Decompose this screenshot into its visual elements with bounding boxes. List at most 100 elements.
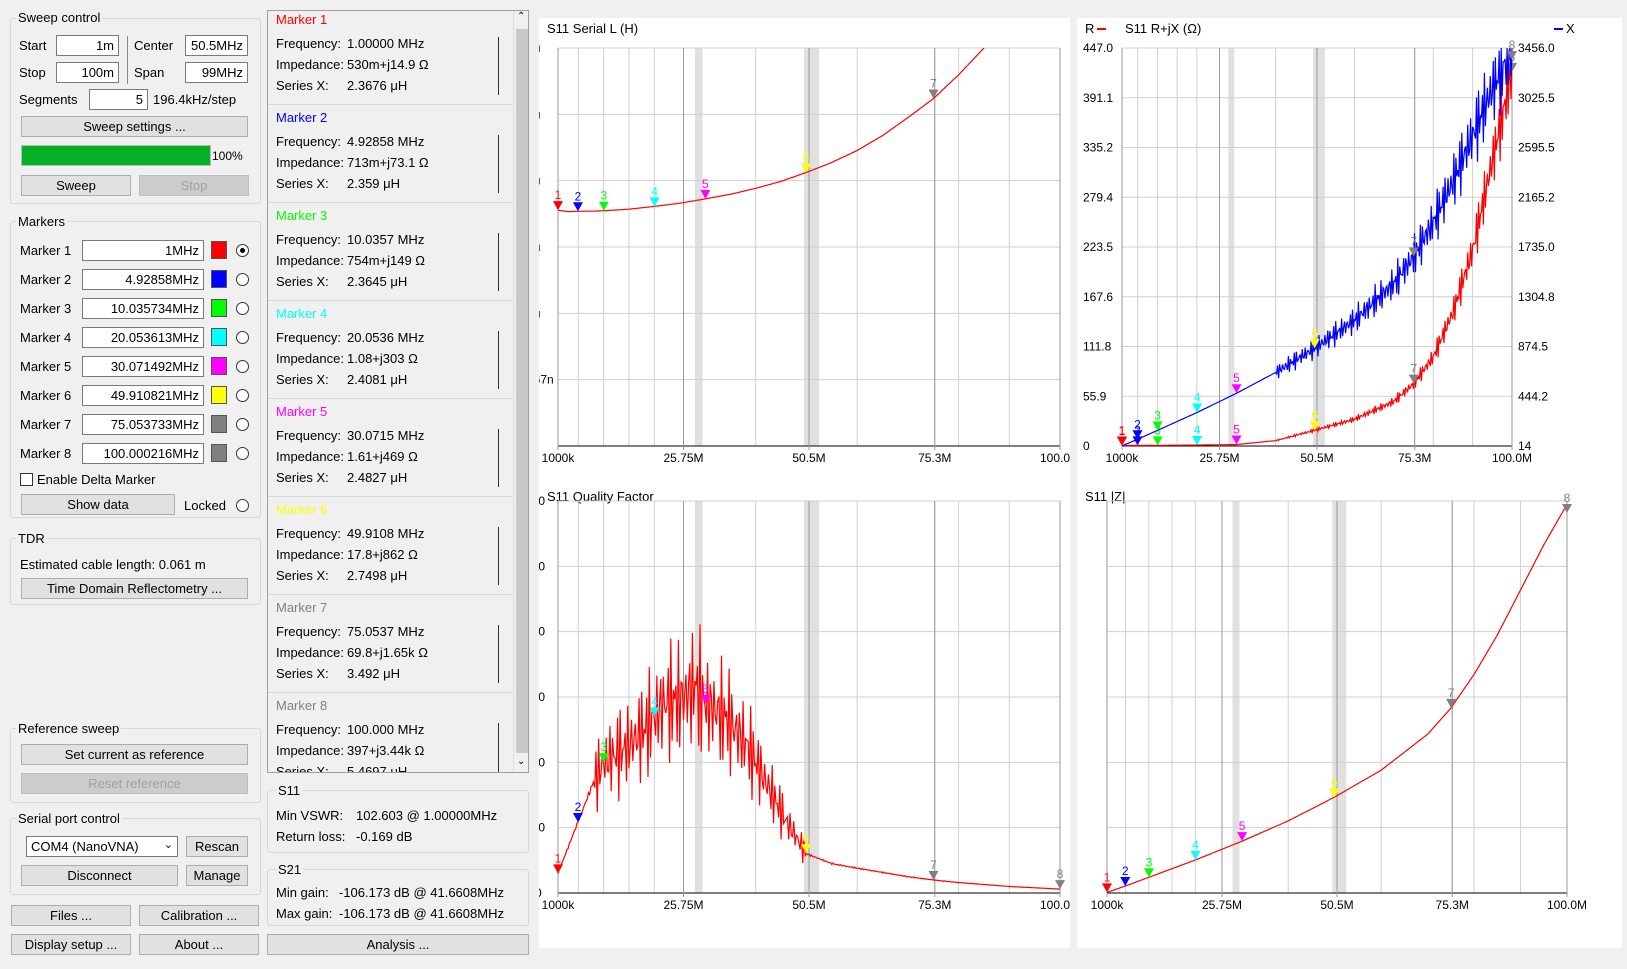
marker-triangle[interactable] xyxy=(598,753,609,763)
disconnect-button[interactable]: Disconnect xyxy=(21,865,178,886)
impedance-label: Impedance: xyxy=(276,645,344,660)
marker-triangle[interactable] xyxy=(1144,868,1155,878)
marker-color-swatch[interactable] xyxy=(211,386,227,404)
sweep-button[interactable]: Sweep xyxy=(21,175,131,196)
about-button[interactable]: About ... xyxy=(139,934,259,955)
stop-button[interactable]: Stop xyxy=(139,175,249,196)
display-setup-button[interactable]: Display setup ... xyxy=(11,934,131,955)
z-magnitude-chart[interactable]: S11 |Z| 34902910233017501170590101000k25… xyxy=(1077,486,1622,948)
serial-l-chart[interactable]: S11 Serial L (H) 4μ3μ3μ2μ1μ667n01000k25.… xyxy=(539,18,1070,486)
delta-marker-checkbox[interactable] xyxy=(20,473,33,486)
marker-select-radio[interactable] xyxy=(236,360,249,373)
marker-triangle[interactable] xyxy=(1120,877,1131,887)
set-reference-button[interactable]: Set current as reference xyxy=(21,744,248,765)
marker-color-swatch[interactable] xyxy=(211,415,227,433)
marker-frequency-input[interactable]: 10.035734MHz xyxy=(82,298,204,319)
marker-number: 7 xyxy=(1410,234,1417,248)
marker-select-radio[interactable] xyxy=(236,418,249,431)
rx-chart[interactable]: S11 R+jX (Ω) R X 447.0 391.1 335.2 279.4 223… xyxy=(1077,18,1622,486)
span-input[interactable]: 99MHz xyxy=(185,62,248,83)
marker-triangle[interactable] xyxy=(801,163,812,173)
manage-button[interactable]: Manage xyxy=(186,865,248,886)
locked-radio[interactable] xyxy=(236,499,249,512)
marker-details-scrollbar[interactable]: ⌃ ⌄ xyxy=(513,11,528,772)
calibration-button[interactable]: Calibration ... xyxy=(139,905,259,926)
marker-triangle[interactable] xyxy=(700,694,711,704)
marker-triangle[interactable] xyxy=(598,201,609,211)
marker-select-radio[interactable] xyxy=(236,244,249,257)
marker-triangle[interactable] xyxy=(801,844,812,854)
marker-select-radio[interactable] xyxy=(236,331,249,344)
marker-color-swatch[interactable] xyxy=(211,357,227,375)
scrollbar-thumb[interactable] xyxy=(516,29,528,753)
marker-frequency-input[interactable]: 100.000216MHz xyxy=(82,443,204,464)
marker-detail-title: Marker 1 xyxy=(276,12,328,27)
marker-triangle[interactable] xyxy=(1055,880,1065,890)
frequency-value: 49.9108 MHz xyxy=(347,526,425,541)
marker-triangle[interactable] xyxy=(1190,850,1201,860)
marker-frequency-input[interactable]: 49.910821MHz xyxy=(82,385,204,406)
marker-triangle[interactable] xyxy=(1446,698,1457,708)
marker-details-panel[interactable]: Marker 1 Frequency: 1.00000 MHz Impedanc… xyxy=(267,10,529,773)
marker-triangle[interactable] xyxy=(1309,421,1320,431)
marker-triangle[interactable] xyxy=(649,707,660,717)
marker-triangle[interactable] xyxy=(1408,247,1419,257)
marker-triangle[interactable] xyxy=(1192,436,1203,446)
marker-color-swatch[interactable] xyxy=(211,241,227,259)
sweep-settings-button[interactable]: Sweep settings ... xyxy=(21,116,248,137)
rescan-button[interactable]: Rescan xyxy=(186,836,248,857)
marker-triangle[interactable] xyxy=(1132,430,1143,440)
marker-frequency-input[interactable]: 30.071492MHz xyxy=(82,356,204,377)
marker-frequency-input[interactable]: 4.92858MHz xyxy=(82,269,204,290)
sweep-control-group xyxy=(10,18,261,204)
marker-triangle[interactable] xyxy=(1408,374,1419,384)
marker-triangle[interactable] xyxy=(1237,832,1248,842)
start-input[interactable]: 1m xyxy=(56,35,119,56)
marker-triangle[interactable] xyxy=(1152,436,1163,446)
marker-triangle[interactable] xyxy=(1192,403,1203,413)
marker-triangle[interactable] xyxy=(572,813,583,823)
stop-input[interactable]: 100m xyxy=(56,62,119,83)
marker-triangle[interactable] xyxy=(1152,421,1163,431)
analysis-button[interactable]: Analysis ... xyxy=(267,934,529,955)
port-select[interactable]: COM4 (NanoVNA) ⌄ xyxy=(26,836,178,857)
marker-select-radio[interactable] xyxy=(236,302,249,315)
locked-label: Locked xyxy=(184,498,226,513)
show-data-button[interactable]: Show data xyxy=(21,494,175,515)
tdr-button[interactable]: Time Domain Reflectometry ... xyxy=(21,578,248,599)
marker-triangle[interactable] xyxy=(572,202,583,212)
marker-frequency-input[interactable]: 20.053613MHz xyxy=(82,327,204,348)
marker-triangle[interactable] xyxy=(1231,435,1242,445)
marker-triangle[interactable] xyxy=(1231,384,1242,394)
marker-select-radio[interactable] xyxy=(236,389,249,402)
marker-triangle[interactable] xyxy=(1562,504,1572,513)
files-button[interactable]: Files ... xyxy=(11,905,131,926)
reset-reference-button[interactable]: Reset reference xyxy=(21,773,248,794)
marker-triangle[interactable] xyxy=(928,870,939,880)
marker-triangle[interactable] xyxy=(1329,788,1340,798)
reference-sweep-title: Reference sweep xyxy=(16,721,122,736)
marker-triangle[interactable] xyxy=(700,189,711,199)
marker-color-swatch[interactable] xyxy=(211,444,227,462)
marker-color-swatch[interactable] xyxy=(211,299,227,317)
marker-triangle[interactable] xyxy=(1507,51,1517,60)
y2-tick-label: 2595.5 xyxy=(1518,141,1555,155)
marker-number: 6 xyxy=(1311,408,1318,422)
marker-color-swatch[interactable] xyxy=(211,328,227,346)
marker-select-radio[interactable] xyxy=(236,273,249,286)
segments-input[interactable]: 5 xyxy=(89,89,148,110)
center-input[interactable]: 50.5MHz xyxy=(185,35,248,56)
marker-triangle[interactable] xyxy=(553,864,563,874)
quality-factor-chart[interactable]: S11 Quality Factor 600 500 400 300 200 100 0.0… xyxy=(539,486,1070,948)
marker-color-swatch[interactable] xyxy=(211,270,227,288)
marker-triangle[interactable] xyxy=(649,197,660,207)
marker-triangle[interactable] xyxy=(1507,63,1517,73)
marker-triangle[interactable] xyxy=(553,201,563,211)
marker-select-radio[interactable] xyxy=(236,447,249,460)
marker-frequency-input[interactable]: 1MHz xyxy=(82,240,204,261)
marker-frequency-input[interactable]: 75.053733MHz xyxy=(82,414,204,435)
marker-triangle[interactable] xyxy=(1309,339,1320,349)
marker-triangle[interactable] xyxy=(928,89,939,99)
marker-triangle[interactable] xyxy=(1102,883,1112,893)
marker-triangle[interactable] xyxy=(1117,436,1127,446)
